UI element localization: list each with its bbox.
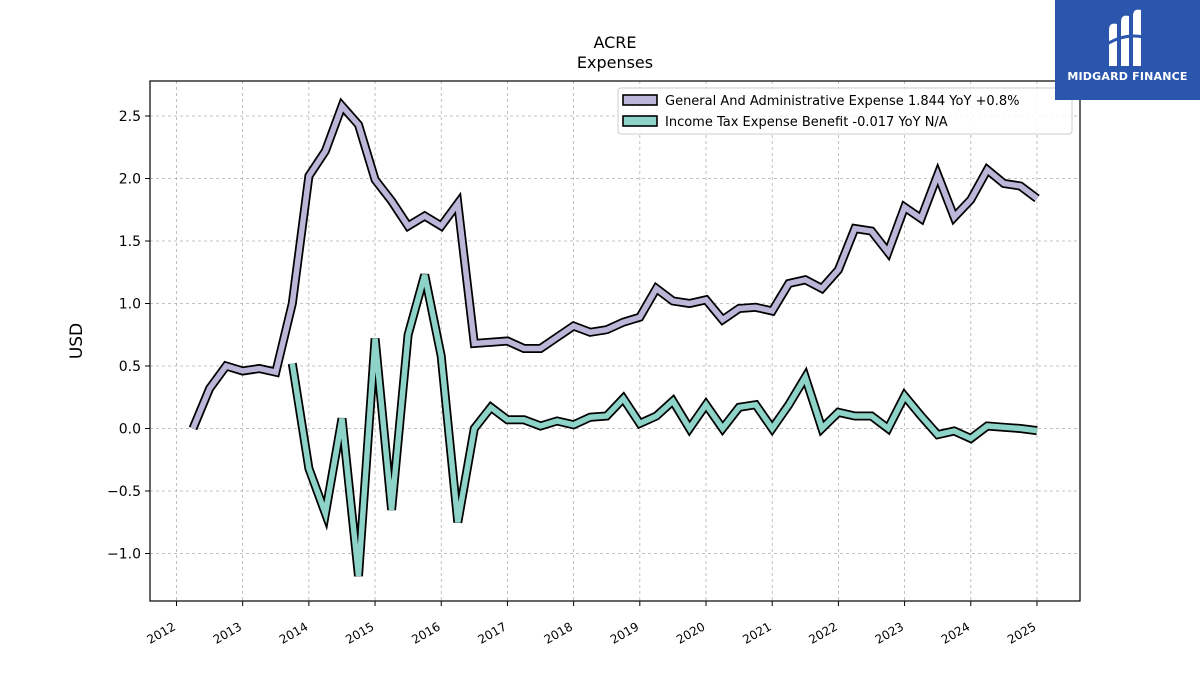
y-tick-label: −0.5 bbox=[107, 484, 141, 500]
series-line-outline bbox=[287, 273, 1038, 577]
plot-frame bbox=[149, 80, 1081, 602]
x-tick-label: 2024 bbox=[939, 619, 972, 646]
x-tick-label: 2016 bbox=[409, 619, 442, 646]
legend-box bbox=[617, 87, 1073, 135]
series-line-outline bbox=[188, 97, 1040, 431]
legend-label: General And Administrative Expense 1.844… bbox=[665, 94, 1019, 109]
y-axis-label: USD bbox=[67, 323, 87, 359]
x-tick-label: 2012 bbox=[145, 619, 178, 646]
x-tick-label: 2018 bbox=[542, 619, 575, 646]
x-tick-label: 2014 bbox=[277, 619, 310, 646]
y-tick-label: 0.5 bbox=[119, 359, 141, 375]
series-2 bbox=[287, 273, 1038, 577]
y-tick-label: −1.0 bbox=[107, 547, 141, 563]
y-tick-label: 1.0 bbox=[119, 297, 141, 313]
legend: General And Administrative Expense 1.844… bbox=[617, 87, 1073, 135]
x-tick-label: 2015 bbox=[343, 619, 376, 646]
x-tick-label: 2025 bbox=[1005, 619, 1038, 646]
chart-subtitle: Expenses bbox=[577, 53, 653, 72]
series-1 bbox=[188, 97, 1040, 431]
x-tick-label: 2019 bbox=[608, 619, 641, 646]
legend-label: Income Tax Expense Benefit -0.017 YoY N/… bbox=[665, 115, 948, 130]
x-tick-label: 2017 bbox=[475, 619, 508, 646]
series-layer bbox=[188, 97, 1040, 577]
y-tick-label: 2.0 bbox=[119, 172, 141, 188]
x-tick-label: 2020 bbox=[674, 619, 707, 646]
chart-title: ACRE bbox=[593, 33, 636, 52]
series-line bbox=[190, 100, 1039, 430]
grid bbox=[150, 81, 1080, 601]
logo-text: MIDGARD FINANCE bbox=[1067, 70, 1188, 83]
x-tick-label: 2023 bbox=[873, 619, 906, 646]
series-line bbox=[289, 274, 1038, 577]
x-axis: 2012 2013 2014 2015 2016 2017 2018 2019 2020 2021… bbox=[145, 601, 1038, 647]
x-tick-label: 2021 bbox=[740, 619, 773, 646]
legend-swatch bbox=[622, 115, 658, 127]
y-tick-label: 2.5 bbox=[119, 109, 141, 125]
x-tick-label: 2022 bbox=[806, 619, 839, 646]
y-tick-label: 0.0 bbox=[119, 422, 141, 438]
x-tick-label: 2013 bbox=[211, 619, 244, 646]
logo-mark-icon bbox=[1106, 9, 1148, 67]
legend-swatch bbox=[622, 94, 658, 106]
brand-logo: MIDGARD FINANCE bbox=[1055, 0, 1200, 100]
y-axis: −1.0 −0.5 0.0 0.5 1.0 1.5 2.0 2.5 bbox=[107, 109, 150, 563]
y-tick-label: 1.5 bbox=[119, 234, 141, 250]
